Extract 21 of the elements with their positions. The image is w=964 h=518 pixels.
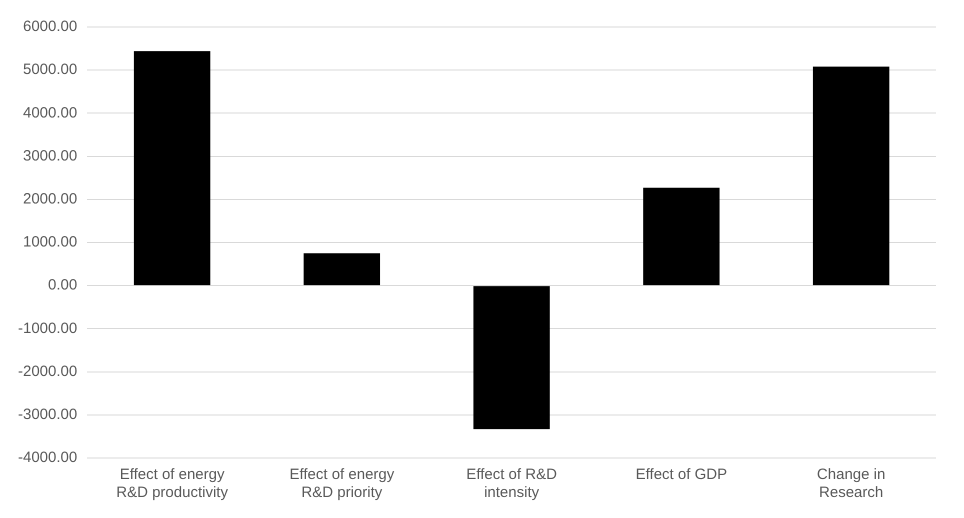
- x-tick-label: Effect of R&D intensity: [466, 466, 558, 502]
- y-tick-label: -3000.00: [18, 406, 78, 424]
- bar: [304, 253, 380, 286]
- y-tick-label: -1000.00: [18, 320, 78, 337]
- y-tick-label: 5000.00: [22, 61, 78, 78]
- bar: [643, 188, 720, 286]
- y-tick-label: -2000.00: [18, 362, 78, 380]
- x-tick-label: Effect of energy R&D priority: [289, 466, 395, 502]
- y-tick-label: 1000.00: [22, 234, 78, 251]
- x-tick-label: Change in Research: [816, 466, 886, 502]
- x-tick-label: Effect of GDP: [636, 466, 728, 484]
- x-tick-label: Effect of energy R&D productivity: [116, 466, 228, 502]
- bar: [473, 286, 550, 430]
- y-tick-label: 4000.00: [22, 104, 78, 122]
- bar: [134, 51, 210, 286]
- y-tick-label: 3000.00: [22, 147, 78, 164]
- y-tick-label: 2000.00: [22, 190, 78, 208]
- y-tick-label: -4000.00: [18, 449, 78, 466]
- y-tick-label: 6000.00: [22, 18, 78, 36]
- y-tick-label: 0.00: [48, 276, 78, 294]
- bar: [812, 66, 890, 286]
